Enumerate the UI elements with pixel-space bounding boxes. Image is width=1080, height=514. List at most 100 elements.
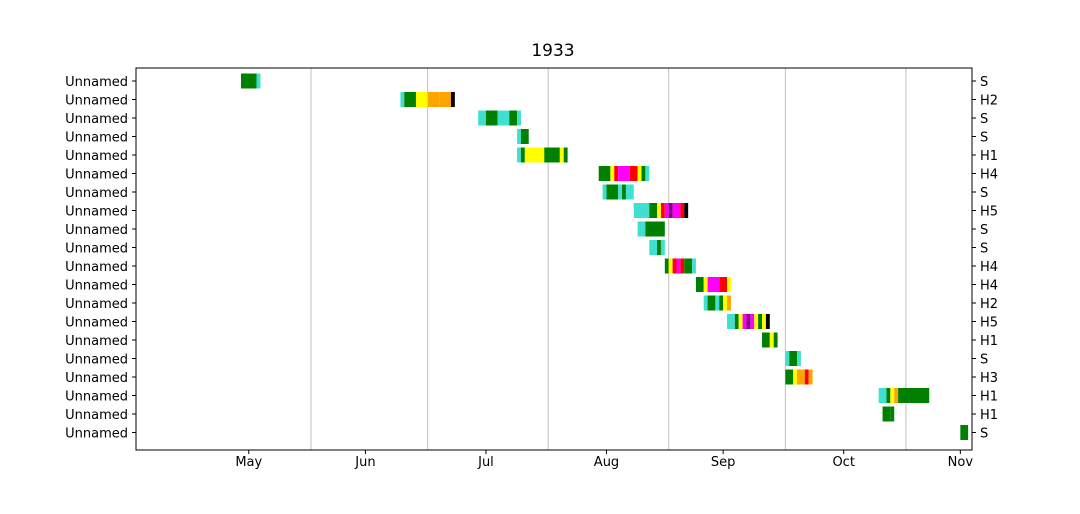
storm-segment: [660, 203, 665, 218]
storm-category-label: S: [980, 131, 988, 146]
storm-name-label: Unnamed: [65, 316, 128, 331]
storm-segment: [886, 388, 891, 403]
storm-name-label: Unnamed: [65, 242, 128, 257]
storm-segment: [645, 166, 650, 181]
storm-segment: [738, 314, 743, 329]
storm-name-label: Unnamed: [65, 371, 128, 386]
storm-segment: [485, 110, 498, 126]
storm-segment: [404, 92, 416, 107]
storm-category-label: S: [980, 427, 988, 442]
chart-title: 1933: [531, 41, 574, 61]
storm-segment: [789, 351, 798, 366]
storm-segment: [622, 184, 626, 200]
storm-bars: [240, 73, 969, 440]
storm-category-label: S: [980, 242, 988, 257]
storm-name-label: Unnamed: [65, 94, 128, 109]
storm-segment: [765, 314, 770, 329]
storm-category-label: H5: [980, 205, 998, 220]
storm-category-label: H1: [980, 408, 998, 423]
storm-segment: [878, 388, 887, 403]
storm-segment: [664, 203, 669, 218]
storm-segment: [520, 147, 525, 163]
storm-category-label: H3: [980, 371, 998, 386]
storm-name-label: Unnamed: [65, 427, 128, 442]
storm-category-label: H4: [980, 168, 998, 183]
storm-segment: [898, 388, 930, 403]
storm-segment: [785, 351, 790, 366]
storm-category-label: S: [980, 353, 988, 368]
storm-segment: [478, 110, 486, 126]
storm-segment: [497, 110, 510, 126]
storm-segment: [559, 147, 564, 163]
storm-segment: [415, 92, 428, 107]
storm-category-label: H1: [980, 334, 998, 349]
storm-segment: [734, 314, 739, 329]
storm-name-label: Unnamed: [65, 279, 128, 294]
storm-name-label: Unnamed: [65, 168, 128, 183]
storm-category-label: H4: [980, 279, 998, 294]
storm-segment: [890, 406, 895, 422]
storm-segment: [754, 314, 759, 329]
storm-segment: [509, 110, 518, 126]
month-label: Aug: [594, 455, 619, 470]
storm-segment: [668, 258, 673, 274]
storm-segment: [707, 277, 720, 292]
storm-name-label: Unnamed: [65, 131, 128, 146]
storm-segment: [645, 221, 665, 237]
storm-segment: [793, 369, 798, 385]
storm-segment: [804, 369, 809, 385]
storm-name-label: Unnamed: [65, 353, 128, 368]
storm-category-label: S: [980, 223, 988, 238]
storm-segment: [882, 406, 891, 422]
storm-segment: [750, 314, 755, 329]
month-label: Sep: [711, 455, 736, 470]
storm-segment: [614, 166, 619, 181]
storm-segment: [637, 221, 646, 237]
storm-name-label: Unnamed: [65, 112, 128, 127]
storm-segment: [598, 166, 611, 181]
storm-category-label: H5: [980, 316, 998, 331]
month-tick-labels: May Jun Jul Aug Sep Oct Nov: [235, 450, 973, 470]
storm-segment: [563, 147, 568, 163]
storm-segment: [660, 240, 665, 255]
storm-segment: [672, 203, 681, 218]
storm-segment: [797, 369, 805, 385]
storm-name-label: Unnamed: [65, 408, 128, 423]
month-gridlines: [310, 68, 907, 450]
storm-segment: [629, 166, 638, 181]
storm-segment: [606, 184, 619, 200]
storm-segment: [703, 277, 708, 292]
month-label: Jun: [354, 455, 375, 470]
storm-segment: [618, 184, 623, 200]
storm-segment: [762, 314, 766, 329]
storm-segment: [785, 369, 794, 385]
storm-segment: [637, 166, 642, 181]
storm-segment: [692, 258, 696, 274]
storm-segment: [695, 277, 704, 292]
storm-segment: [657, 240, 661, 255]
storm-segment: [715, 295, 720, 311]
storm-segment: [618, 166, 630, 181]
storm-segment: [684, 258, 693, 274]
storm-segment: [602, 184, 607, 200]
storm-name-label: Unnamed: [65, 297, 128, 312]
storm-segment: [240, 73, 257, 89]
storm-segment: [676, 258, 681, 274]
storm-segment: [544, 147, 560, 163]
storm-category-label: S: [980, 186, 988, 201]
month-label: Jul: [477, 455, 494, 470]
storm-segment: [723, 295, 728, 311]
storm-segment: [664, 258, 669, 274]
storm-segment: [890, 388, 895, 403]
month-label: Oct: [832, 455, 854, 470]
storm-segment: [439, 92, 451, 107]
storm-segment: [649, 203, 658, 218]
storm-segment: [727, 295, 731, 311]
storm-segment: [517, 110, 521, 126]
storm-segment: [762, 332, 770, 348]
storm-segment: [707, 295, 716, 311]
storm-segment: [668, 203, 673, 218]
storm-name-label: Unnamed: [65, 223, 128, 238]
